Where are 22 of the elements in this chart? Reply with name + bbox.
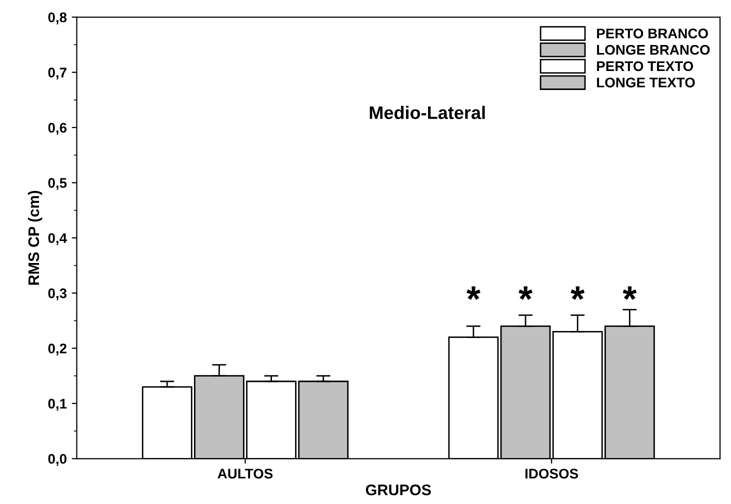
y-tick-label: 0,8 bbox=[48, 12, 67, 24]
annotation: * bbox=[518, 286, 533, 300]
y-tick-label: 0,5 bbox=[48, 178, 67, 190]
y-tick-label: 0,1 bbox=[48, 398, 67, 411]
x-tick-label: IDOSOS bbox=[525, 468, 578, 479]
y-tick-label: 0,6 bbox=[48, 122, 67, 135]
annotation: * bbox=[466, 286, 480, 300]
legend-label: LONGE TEXTO bbox=[597, 78, 695, 88]
y-tick-label: 0,0 bbox=[48, 454, 66, 466]
annotation: Medio-Lateral bbox=[370, 106, 485, 120]
annotation: * bbox=[622, 286, 637, 300]
y-tick-label: 0,4 bbox=[48, 233, 67, 246]
legend-label: LONGE BRANCO bbox=[597, 44, 710, 55]
y-tick-label: 0,7 bbox=[48, 68, 66, 80]
legend-label: PERTO BRANCO bbox=[597, 28, 708, 38]
y-tick-label: 0,3 bbox=[48, 288, 67, 300]
annotation: * bbox=[570, 286, 585, 300]
y-axis-title: RMS CP (cm) bbox=[28, 190, 42, 285]
x-tick-label: AULTOS bbox=[218, 468, 273, 479]
x-axis-title: GRUPOS bbox=[366, 484, 431, 496]
y-tick-label: 0,2 bbox=[48, 344, 66, 356]
legend-label: PERTO TEXTO bbox=[597, 61, 694, 72]
